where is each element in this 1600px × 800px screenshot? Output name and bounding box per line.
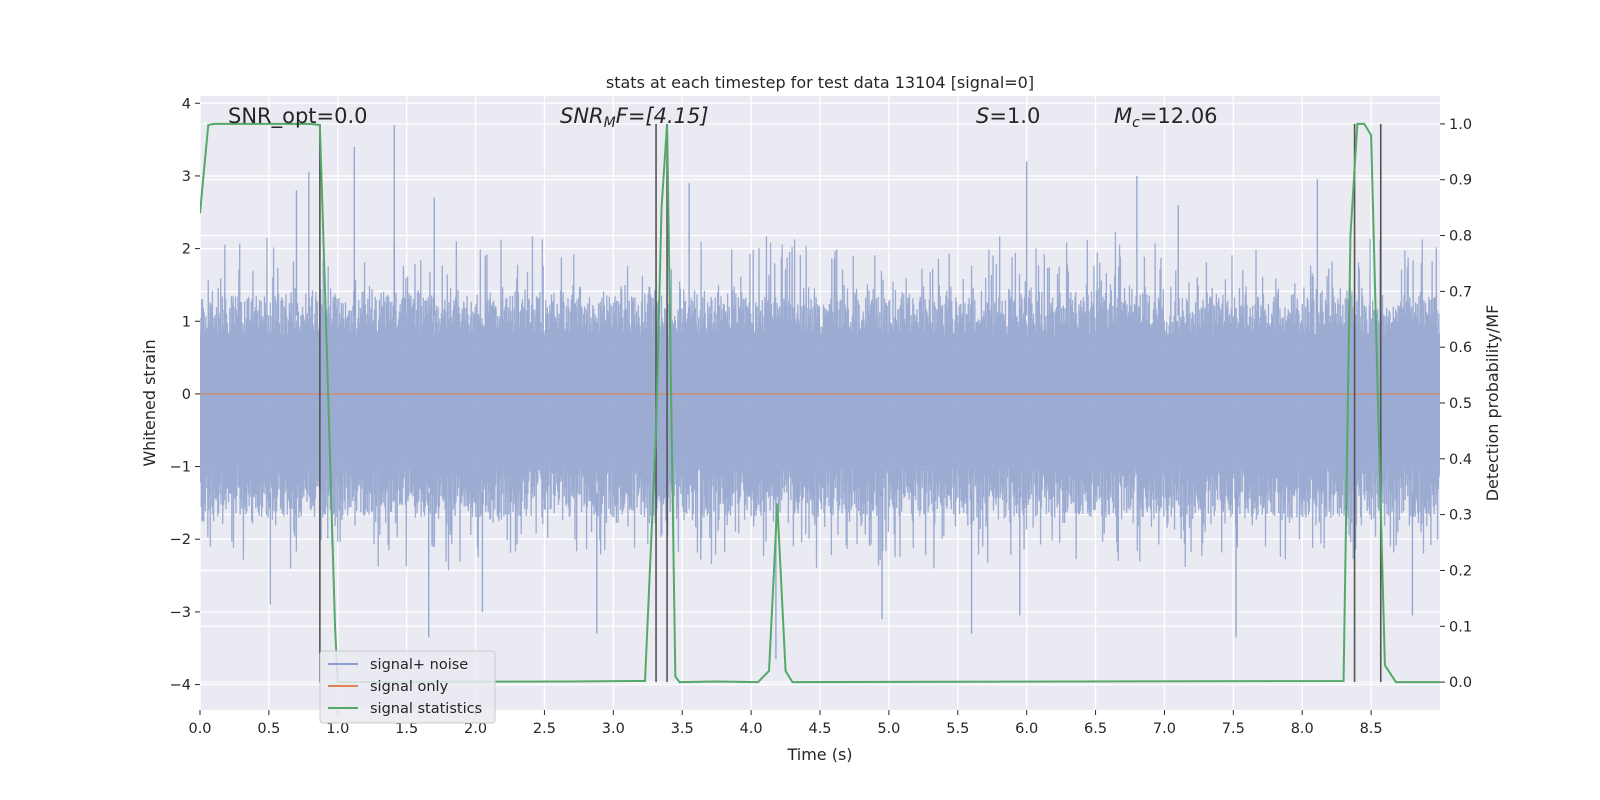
x-tick-label: 8.5 — [1360, 721, 1383, 737]
x-tick-label: 4.5 — [808, 721, 831, 737]
legend-label-signal-statistics: signal statistics — [370, 701, 482, 717]
y-left-axis-title: Whitened strain — [140, 339, 159, 466]
y-right-tick-label: 0.6 — [1449, 340, 1472, 356]
x-tick-label: 8.0 — [1291, 721, 1314, 737]
y-right-axis-ticks: 1.0 0.9 0.8 0.7 0.6 0.5 0.4 0.3 0.2 0.1 0.0 — [1440, 117, 1472, 691]
chart-title: stats at each timestep for test data 131… — [606, 73, 1034, 92]
x-tick-label: 6.5 — [1084, 721, 1107, 737]
y-left-tick-label: −4 — [170, 678, 191, 694]
y-left-tick-label: −1 — [170, 460, 191, 476]
y-right-tick-label: 0.9 — [1449, 173, 1472, 189]
x-tick-label: 5.5 — [946, 721, 969, 737]
y-right-tick-label: 0.5 — [1449, 396, 1472, 412]
x-axis-ticks: 0.0 0.5 1.0 1.5 2.0 2.5 3.0 3.5 4.0 4.5 5.0 5.5 6.0 6… — [188, 710, 1383, 737]
x-tick-label: 2.5 — [533, 721, 556, 737]
y-left-tick-label: 3 — [182, 169, 191, 185]
signal-noise-line — [200, 231, 1440, 571]
x-tick-label: 1.5 — [395, 721, 418, 737]
x-tick-label: 3.5 — [671, 721, 694, 737]
x-tick-label: 3.0 — [602, 721, 625, 737]
x-tick-label: 4.0 — [740, 721, 763, 737]
y-left-tick-label: 1 — [182, 314, 191, 330]
y-right-tick-label: 1.0 — [1449, 117, 1472, 133]
y-left-tick-label: −2 — [170, 532, 191, 548]
annotation-mc: Mc=12.06 — [1114, 104, 1218, 131]
y-left-tick-label: −3 — [170, 605, 191, 621]
y-right-tick-label: 0.0 — [1449, 675, 1472, 691]
x-axis-title: Time (s) — [786, 745, 852, 764]
annotation-snr-opt: SNR_opt=0.0 — [228, 104, 368, 129]
y-right-tick-label: 0.2 — [1449, 563, 1472, 579]
y-right-tick-label: 0.8 — [1449, 229, 1472, 245]
legend-label-signal-noise: signal+ noise — [370, 657, 468, 673]
y-right-tick-label: 0.3 — [1449, 508, 1472, 524]
y-left-axis-ticks: 4 3 2 1 0 −1 −2 −3 −4 — [170, 96, 200, 694]
x-tick-label: 6.0 — [1015, 721, 1038, 737]
legend: signal+ noise signal only signal statist… — [319, 650, 496, 724]
x-tick-label: 7.0 — [1153, 721, 1176, 737]
annotation-s: S=1.0 — [976, 104, 1040, 128]
y-right-axis-title: Detection probability/MF — [1483, 305, 1502, 502]
legend-box — [319, 650, 496, 724]
y-right-tick-label: 0.4 — [1449, 452, 1472, 468]
y-left-tick-label: 0 — [182, 387, 191, 403]
x-tick-label: 7.5 — [1222, 721, 1245, 737]
x-tick-label: 1.0 — [326, 721, 349, 737]
y-left-tick-label: 4 — [182, 96, 191, 112]
legend-label-signal-only: signal only — [370, 679, 449, 695]
signal-noise-series — [200, 125, 1440, 660]
signal-statistics-line — [200, 122, 1440, 684]
x-tick-label: 0.5 — [257, 721, 280, 737]
annotation-snr-mf: SNRMF=[4.15] — [560, 104, 709, 131]
y-right-tick-label: 0.1 — [1449, 619, 1472, 635]
x-tick-label: 2.0 — [464, 721, 487, 737]
y-right-tick-label: 0.7 — [1449, 284, 1472, 300]
x-tick-label: 0.0 — [188, 721, 211, 737]
x-tick-label: 5.0 — [877, 721, 900, 737]
y-left-tick-label: 2 — [182, 242, 191, 258]
